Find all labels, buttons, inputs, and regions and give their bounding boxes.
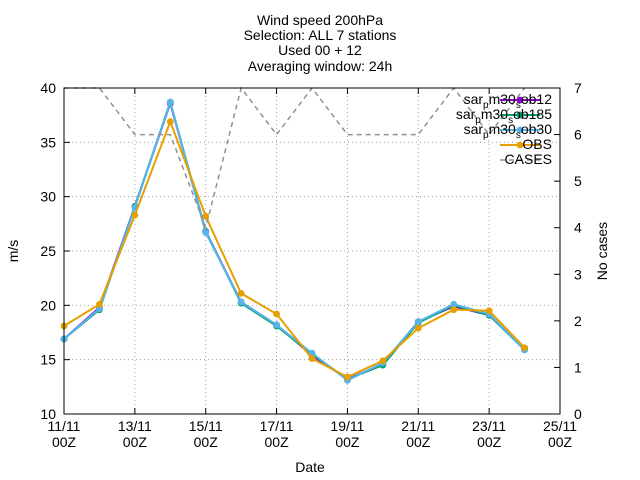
legend-entry: sarpm30sob12: [440, 91, 640, 111]
series-layer: [60, 86, 528, 384]
series-line-sar-p-m30-s-ob30: [63, 98, 526, 382]
x-tick-label-hour: 00Z: [477, 434, 502, 450]
y2-tick-label: 2: [574, 313, 582, 329]
data-point: [414, 324, 422, 332]
data-point: [273, 310, 280, 318]
legend-swatch-marker: [516, 126, 524, 134]
y-tick-label: 35: [40, 134, 56, 150]
y-tick-label: 40: [40, 80, 56, 96]
data-point: [521, 344, 528, 352]
x-tick-label-date: 23/11: [472, 418, 506, 434]
title-line-3: Used 00 + 12: [278, 42, 362, 58]
legend-entry: sarpm30sob185: [440, 106, 640, 126]
y2-tick-label: 6: [574, 127, 582, 143]
data-point: [237, 298, 245, 306]
axis-ticks: 101520253035400123456711/1100Z13/1100Z15…: [40, 80, 582, 450]
data-point: [344, 373, 351, 381]
data-point: [379, 357, 387, 365]
data-point: [308, 355, 316, 362]
data-point: [166, 98, 174, 106]
x-tick-label-date: 13/11: [118, 418, 152, 434]
legend-label: OBS: [522, 136, 552, 152]
x-tick-label-hour: 00Z: [52, 434, 77, 450]
y2-tick-label: 7: [574, 80, 582, 96]
data-point: [96, 300, 103, 308]
legend-swatches: [500, 96, 540, 161]
legend-swatch-marker: [516, 96, 524, 104]
legend-entry: OBS: [440, 136, 640, 154]
x-tick-label-date: 17/11: [260, 418, 294, 434]
data-point: [450, 300, 458, 308]
data-point: [131, 211, 139, 219]
x-tick-label-hour: 00Z: [406, 434, 431, 450]
legend-swatch-marker: [516, 111, 524, 119]
data-point: [202, 229, 210, 236]
y-tick-label: 15: [40, 352, 56, 368]
x-tick-label-hour: 00Z: [123, 434, 148, 450]
x-tick-label-hour: 00Z: [194, 434, 219, 450]
x-axis-label: Date: [295, 459, 325, 475]
x-tick-label-date: 21/11: [401, 418, 435, 434]
legend-swatch-marker: [516, 141, 524, 149]
series-line-obs: [63, 118, 526, 379]
series-line-cases: [64, 86, 526, 231]
x-tick-label-date: 15/11: [189, 418, 223, 434]
legend-label: sarpm30sob185: [455, 106, 552, 126]
data-point: [450, 306, 458, 314]
y2-axis-label: No cases: [594, 221, 610, 281]
legend-label: CASES: [504, 151, 552, 167]
y2-tick-label: 4: [574, 220, 582, 236]
y2-tick-label: 0: [574, 406, 582, 422]
legend-label: sarpm30sob12: [463, 91, 552, 111]
data-point: [202, 212, 210, 220]
data-point: [485, 307, 493, 315]
x-tick-label-hour: 00Z: [548, 434, 573, 450]
y-axis-label: m/s: [5, 239, 21, 263]
data-point: [414, 318, 422, 326]
legend-entry: CASES: [440, 151, 640, 169]
title-line-4: Averaging window: 24h: [247, 58, 393, 74]
data-point: [166, 118, 174, 126]
y2-tick-label: 3: [574, 266, 582, 282]
x-tick-label-date: 11/11: [48, 418, 81, 434]
legend-entry: sarpm30sob30: [440, 121, 640, 141]
x-tick-label-date: 25/11: [543, 418, 577, 434]
data-point: [273, 321, 280, 329]
y2-tick-label: 1: [574, 359, 582, 375]
title-line-2: Selection: ALL 7 stations: [243, 27, 397, 43]
y-tick-label: 10: [40, 406, 56, 422]
x-tick-label-hour: 00Z: [265, 434, 290, 450]
x-tick-label-hour: 00Z: [335, 434, 360, 450]
x-tick-label-date: 19/11: [330, 418, 364, 434]
legend-label: sarpm30sob30: [463, 121, 552, 141]
title-line-1: Wind speed 200hPa: [256, 12, 384, 28]
y2-tick-label: 5: [574, 173, 582, 189]
y-tick-label: 30: [40, 189, 56, 205]
data-point: [237, 289, 245, 297]
y-tick-label: 20: [40, 297, 56, 313]
y-tick-label: 25: [40, 243, 56, 259]
